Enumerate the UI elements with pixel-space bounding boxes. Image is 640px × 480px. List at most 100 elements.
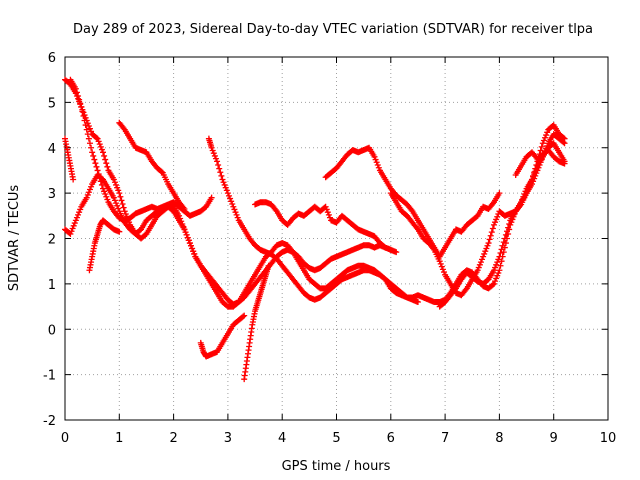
x-tick-label: 6: [387, 431, 395, 446]
data-point: [81, 112, 88, 119]
data-point: [506, 220, 513, 227]
data-point: [494, 272, 501, 279]
data-point: [119, 201, 126, 208]
data-point: [84, 131, 91, 138]
data-point: [73, 89, 80, 96]
data-point: [326, 214, 333, 221]
data-point: [501, 235, 508, 242]
data-point: [183, 231, 190, 238]
data-point: [219, 176, 226, 183]
data-point: [103, 160, 110, 167]
data-point: [104, 196, 111, 203]
data-point: [181, 206, 188, 213]
data-point: [488, 229, 495, 236]
data-point: [228, 198, 235, 205]
data-point: [438, 263, 445, 270]
data-points: [62, 76, 568, 383]
data-point: [492, 219, 499, 226]
data-point: [476, 261, 483, 268]
y-tick-label: 3: [48, 187, 56, 202]
data-point: [86, 125, 93, 132]
data-point: [325, 211, 332, 218]
data-point: [233, 211, 240, 218]
series-track-9: [322, 144, 503, 260]
data-point: [225, 192, 232, 199]
data-point: [499, 242, 506, 249]
data-point: [487, 232, 494, 239]
data-point: [414, 299, 421, 306]
data-point: [75, 211, 82, 218]
data-point: [323, 206, 330, 213]
x-tick-label: 7: [441, 431, 449, 446]
x-tick-label: 8: [495, 431, 503, 446]
data-point: [479, 256, 486, 263]
data-point: [113, 181, 120, 188]
y-tick-label: 1: [48, 278, 56, 293]
data-point: [240, 313, 247, 320]
data-point: [102, 191, 109, 198]
data-point: [496, 267, 503, 274]
series-track-3: [62, 135, 77, 183]
data-point: [98, 146, 105, 153]
data-point: [533, 161, 540, 168]
data-point: [493, 275, 500, 282]
data-point: [190, 248, 197, 255]
x-tick-label: 1: [115, 431, 123, 446]
data-point: [104, 163, 111, 170]
data-point: [218, 172, 225, 179]
data-point: [94, 135, 101, 142]
data-point: [497, 262, 504, 269]
data-point: [436, 258, 443, 265]
data-point: [85, 189, 92, 196]
data-point: [484, 242, 491, 249]
data-point: [189, 245, 196, 252]
series-track-7: [205, 135, 421, 306]
series-track-5: [86, 217, 123, 274]
data-point: [68, 228, 75, 235]
data-point: [542, 134, 549, 141]
data-point: [93, 163, 100, 170]
series-track-6: [116, 119, 188, 213]
data-point: [211, 152, 218, 159]
data-point: [88, 128, 95, 135]
y-axis-label: SDTVAR / TECUs: [7, 185, 22, 292]
data-point: [230, 203, 237, 210]
data-point: [100, 149, 107, 156]
data-point: [79, 108, 86, 115]
series-track-12: [512, 147, 568, 178]
data-point: [224, 190, 231, 197]
data-point: [187, 242, 194, 249]
data-point: [82, 122, 89, 129]
y-tick-label: -2: [43, 414, 56, 429]
data-point: [216, 165, 223, 172]
data-point: [71, 220, 78, 227]
data-point: [77, 100, 84, 107]
y-tick-label: -1: [43, 369, 56, 384]
data-point: [116, 190, 123, 197]
data-point: [502, 231, 509, 238]
data-point: [504, 228, 511, 235]
data-point: [324, 209, 331, 216]
data-point: [110, 194, 117, 201]
data-point: [227, 195, 234, 202]
series-track-4: [62, 171, 400, 308]
data-point: [490, 280, 497, 287]
data-point: [477, 259, 484, 266]
data-point: [220, 179, 227, 186]
data-point: [118, 197, 125, 204]
data-point: [80, 112, 87, 119]
data-point: [76, 96, 83, 103]
data-point: [234, 214, 241, 221]
data-point: [540, 137, 547, 144]
data-point: [474, 267, 481, 274]
series-track-11: [436, 122, 568, 310]
data-point: [70, 176, 77, 183]
data-point: [526, 181, 533, 188]
data-point: [69, 225, 76, 232]
data-point: [78, 103, 85, 110]
data-point: [372, 156, 379, 163]
data-point: [91, 156, 98, 163]
data-point: [492, 278, 499, 285]
data-point: [84, 191, 91, 198]
